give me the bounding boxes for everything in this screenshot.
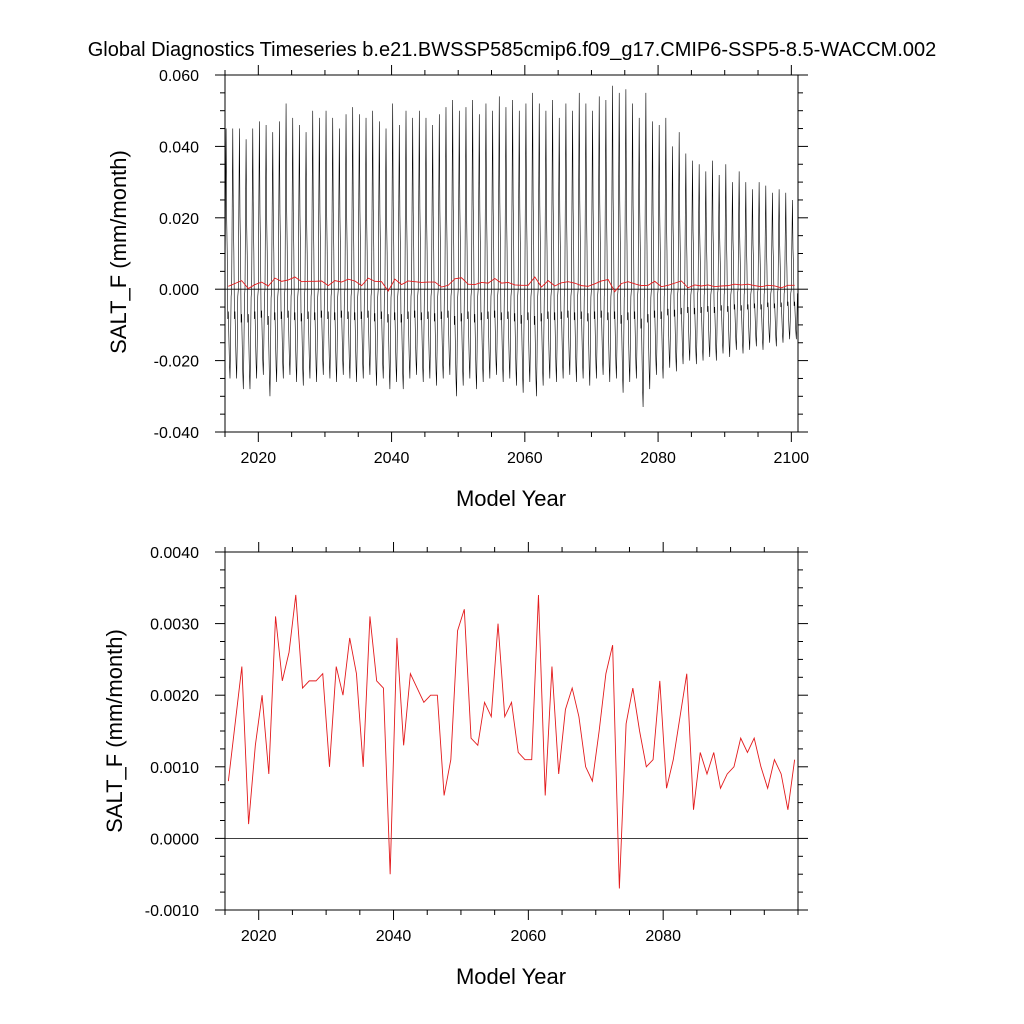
bottom-chart-plot-area: 2020 2040 2060 2080 -0.0010 0.0000 0.0010 0.002… — [145, 542, 808, 945]
top-chart-y-axis-title: SALT_F (mm/month) — [106, 150, 131, 354]
top-chart-monthly-series-line — [224, 85, 798, 408]
bottom-chart-y-tick-label: 0.0020 — [150, 688, 199, 705]
top-chart-annual-series-line — [228, 276, 795, 293]
bottom-chart-y-tick-label: 0.0030 — [150, 617, 199, 634]
bottom-chart-y-axis-title: SALT_F (mm/month) — [102, 629, 127, 833]
top-chart-y-tick-label: 0.040 — [159, 139, 199, 156]
bottom-chart-x-axis-title: Model Year — [456, 964, 566, 989]
bottom-chart: 2020 2040 2060 2080 -0.0010 0.0000 0.0010 0.002… — [102, 542, 808, 989]
bottom-chart-frame — [224, 551, 799, 911]
top-chart-x-tick-label: 2040 — [374, 450, 410, 467]
top-chart-x-tick-label: 2080 — [640, 450, 676, 467]
bottom-chart-x-tick-label: 2060 — [511, 928, 547, 945]
figure-title: Global Diagnostics Timeseries b.e21.BWSS… — [88, 39, 937, 61]
top-chart-y-tick-label: 0.020 — [159, 211, 199, 228]
top-chart-x-tick-label: 2060 — [507, 450, 543, 467]
bottom-chart-x-tick-label: 2020 — [241, 928, 277, 945]
bottom-chart-y-tick-label: 0.0010 — [150, 760, 199, 777]
bottom-chart-y-tick-label: -0.0010 — [145, 903, 199, 920]
bottom-chart-y-tick-label: 0.0000 — [150, 831, 199, 848]
bottom-chart-annual-series-line — [227, 594, 796, 889]
top-chart-y-tick-label: -0.020 — [154, 354, 199, 371]
top-chart-x-tick-label: 2020 — [241, 450, 277, 467]
top-chart-y-tick-label: -0.040 — [154, 425, 199, 442]
top-chart-y-tick-label: 0.060 — [159, 68, 199, 85]
bottom-chart-y-tick-label: 0.0040 — [150, 545, 199, 562]
top-chart-x-axis-title: Model Year — [456, 486, 566, 511]
top-chart-plot-area: 2020 2040 2060 2080 2100 -0.040 -0.020 0.000 0.0… — [154, 65, 810, 467]
bottom-chart-x-tick-label: 2040 — [376, 928, 412, 945]
top-chart-x-tick-label: 2100 — [774, 450, 810, 467]
top-chart-y-tick-label: 0.000 — [159, 282, 199, 299]
top-chart: 2020 2040 2060 2080 2100 -0.040 -0.020 0.000 0.0… — [106, 65, 809, 511]
bottom-chart-x-tick-label: 2080 — [645, 928, 681, 945]
